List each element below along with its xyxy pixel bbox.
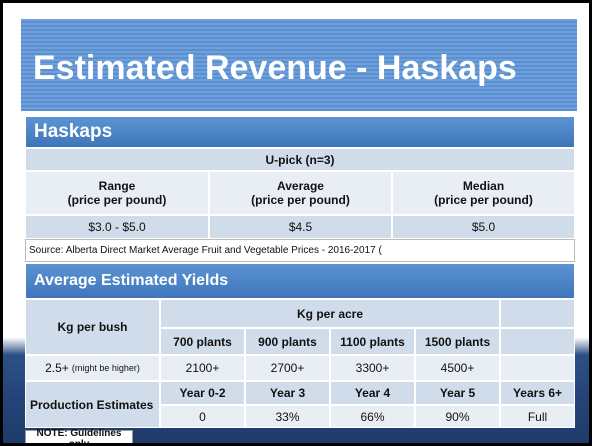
row-header: Production Estimates <box>25 381 160 428</box>
unit: (price per pound) <box>67 193 167 207</box>
span-header: Kg per acre <box>160 299 500 328</box>
source-note: Source: Alberta Direct Market Average Fr… <box>25 239 575 262</box>
plant-header: 1100 plants <box>330 328 415 355</box>
estimate: 66% <box>330 405 415 428</box>
row-header: Kg per bush <box>25 299 160 355</box>
section-header: Average Estimated Yields <box>25 263 575 299</box>
plant-header: 700 plants <box>160 328 245 355</box>
note: NOTE: Guidelines only <box>25 427 133 446</box>
column-header: Range (price per pound) <box>25 171 209 215</box>
plant-header: 900 plants <box>245 328 330 355</box>
estimate: 33% <box>245 405 330 428</box>
value-cell: $4.5 <box>209 215 392 239</box>
year-header: Year 4 <box>330 381 415 405</box>
bush-cell: 2.5+ (might be higher) <box>25 355 160 381</box>
bush-note: (might be higher) <box>71 363 140 373</box>
label: Range <box>98 179 136 193</box>
label: Median <box>462 179 505 193</box>
empty-cell <box>500 299 575 328</box>
estimate: 90% <box>415 405 500 428</box>
column-header: Average (price per pound) <box>209 171 392 215</box>
value-cell: $3.0 - $5.0 <box>25 215 209 239</box>
acre-value: 4500+ <box>415 355 500 381</box>
acre-value: 3300+ <box>330 355 415 381</box>
subheader: U-pick (n=3) <box>25 148 575 171</box>
estimate: Full <box>500 405 575 428</box>
plant-header: 1500 plants <box>415 328 500 355</box>
year-header: Year 3 <box>245 381 330 405</box>
slide-title: Estimated Revenue - Haskaps <box>33 49 517 87</box>
year-header: Year 5 <box>415 381 500 405</box>
note-text: NOTE: Guidelines only <box>36 427 122 446</box>
year-header: Year 0-2 <box>160 381 245 405</box>
section-header: Haskaps <box>25 116 575 148</box>
year-header: Years 6+ <box>500 381 575 405</box>
value-cell: $5.0 <box>392 215 575 239</box>
label: Average <box>277 179 324 193</box>
column-header: Median (price per pound) <box>392 171 575 215</box>
estimate: 0 <box>160 405 245 428</box>
title-background <box>21 19 577 111</box>
acre-value: 2700+ <box>245 355 330 381</box>
unit: (price per pound) <box>251 193 350 207</box>
acre-value: 2100+ <box>160 355 245 381</box>
empty-cell <box>500 328 575 355</box>
empty-cell <box>500 355 575 381</box>
bush-yield: 2.5+ <box>45 361 69 375</box>
unit: (price per pound) <box>434 193 533 207</box>
